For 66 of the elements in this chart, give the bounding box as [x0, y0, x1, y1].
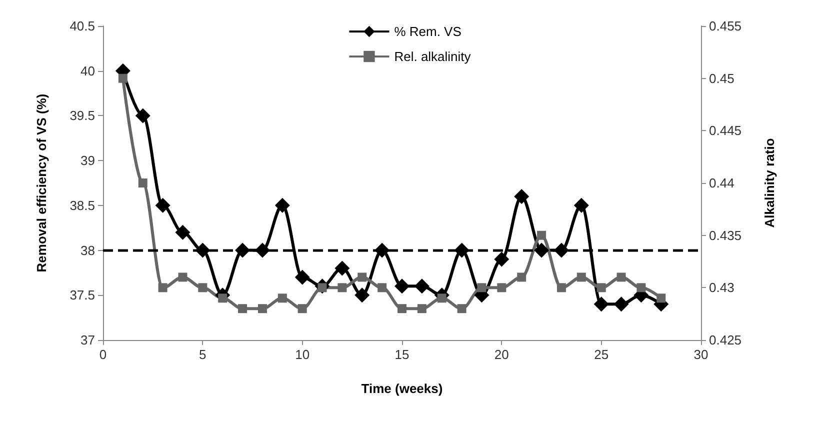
y-tick-label: 40	[80, 63, 95, 78]
point	[158, 283, 168, 292]
y-tick-label: 38	[80, 242, 95, 258]
point	[457, 304, 466, 314]
legend-label: % Rem. VS	[394, 24, 462, 39]
x-axis-title: Time (weeks)	[361, 381, 443, 396]
x-tick-label: 30	[694, 347, 708, 362]
y2-tick-label: 0.43	[709, 280, 734, 296]
point	[596, 283, 606, 292]
x-tick-label: 25	[594, 347, 609, 362]
y-tick-label: 38.5	[70, 198, 95, 213]
point	[394, 278, 410, 294]
point	[258, 304, 267, 314]
y2-tick-label: 0.425	[709, 332, 742, 348]
point	[138, 178, 148, 188]
y-axis-title: Removal efficiency of VS (%)	[34, 94, 49, 272]
point	[278, 294, 287, 303]
point	[477, 283, 486, 292]
point	[556, 283, 566, 292]
point	[358, 272, 367, 282]
point	[576, 272, 586, 282]
y2-tick-label: 0.44	[709, 176, 734, 190]
point	[497, 283, 506, 292]
point	[238, 304, 248, 314]
y-tick-label: 40.5	[70, 18, 95, 34]
x-tick-label: 15	[394, 347, 410, 362]
x-tick-label: 5	[199, 347, 206, 362]
y2-tick-label: 0.455	[709, 18, 742, 34]
point	[398, 304, 406, 314]
point	[414, 278, 430, 294]
x-tick-label: 10	[295, 347, 310, 362]
point	[494, 252, 510, 267]
point	[274, 198, 290, 213]
point	[198, 283, 208, 292]
point	[574, 198, 589, 213]
y-tick-label: 37.5	[70, 288, 95, 303]
y2-axis-title: Alkalinity ratio	[762, 138, 777, 228]
point	[175, 224, 190, 240]
point	[514, 188, 530, 204]
point	[135, 108, 150, 124]
point	[294, 270, 310, 285]
x-tick-label: 20	[494, 347, 509, 362]
legend-label: Rel. alkalinity	[394, 49, 472, 64]
point	[517, 272, 526, 282]
point	[616, 272, 626, 282]
point	[178, 272, 188, 282]
point	[118, 74, 128, 83]
point	[656, 294, 666, 303]
point	[537, 230, 546, 240]
point	[155, 198, 170, 213]
x-tick-label: 0	[99, 347, 107, 362]
y-tick-label: 37	[80, 332, 95, 348]
y-tick-label: 39	[80, 153, 95, 168]
y2-tick-label: 0.445	[709, 123, 742, 138]
point	[636, 283, 646, 292]
point	[594, 296, 609, 312]
point	[334, 260, 350, 276]
y2-tick-label: 0.435	[709, 228, 742, 243]
y-tick-label: 39.5	[70, 108, 95, 124]
point	[614, 296, 629, 312]
point	[338, 283, 347, 292]
point	[354, 288, 370, 303]
y2-tick-label: 0.45	[709, 70, 734, 86]
point	[417, 304, 426, 314]
point	[298, 304, 307, 314]
point	[378, 283, 387, 292]
